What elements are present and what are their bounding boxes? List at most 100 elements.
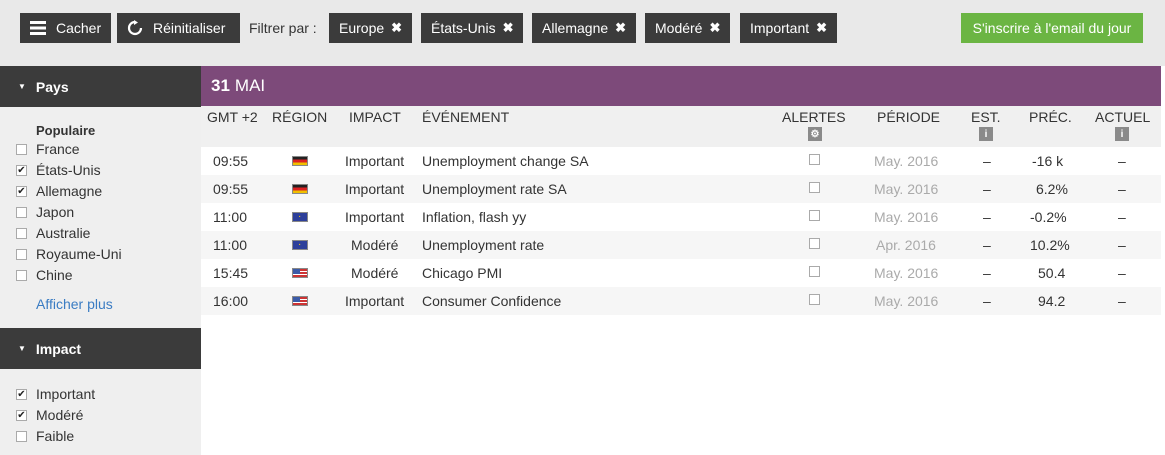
alert-checkbox[interactable]: [809, 238, 820, 249]
table-row[interactable]: 09:55 Important Unemployment change SA M…: [201, 147, 1161, 175]
row-period: May. 2016: [874, 209, 939, 225]
impact-label: Faible: [36, 428, 75, 444]
country-section-header[interactable]: ▼ Pays: [0, 66, 201, 107]
row-period: May. 2016: [874, 181, 939, 197]
row-event[interactable]: Inflation, flash yy: [422, 209, 527, 225]
alert-checkbox[interactable]: [809, 154, 820, 165]
gear-icon[interactable]: ⚙: [808, 127, 822, 141]
checkbox-checked[interactable]: ✔: [16, 409, 27, 421]
table-header: GMT +2 RÉGION IMPACT ÉVÉNEMENT ALERTES ⚙…: [201, 106, 1161, 147]
row-previous: -0.2%: [1030, 209, 1067, 225]
row-event[interactable]: Unemployment change SA: [422, 153, 589, 169]
impact-checkbox-modere[interactable]: ✔ Modéré: [16, 405, 83, 425]
row-estimate: –: [983, 265, 991, 281]
info-icon[interactable]: i: [979, 127, 993, 141]
filter-chip-important[interactable]: Important ✖: [740, 13, 838, 43]
date-header: 31 MAI: [201, 66, 1161, 106]
hide-button[interactable]: Cacher: [20, 13, 111, 43]
checkbox[interactable]: [16, 248, 27, 260]
country-checkbox-france[interactable]: France: [16, 139, 80, 159]
filter-label: Filtrer par :: [249, 20, 317, 36]
row-impact: Important: [345, 293, 405, 309]
checkbox[interactable]: [16, 227, 27, 239]
row-event[interactable]: Consumer Confidence: [422, 293, 562, 309]
row-period: May. 2016: [874, 153, 939, 169]
close-icon[interactable]: ✖: [816, 20, 828, 35]
info-icon[interactable]: i: [1115, 127, 1129, 141]
subscribe-email-button[interactable]: S'inscrire à l'email du jour: [961, 13, 1143, 43]
filter-chip-europe[interactable]: Europe ✖: [329, 13, 413, 43]
country-checkbox-japon[interactable]: Japon: [16, 202, 74, 222]
filter-chip-modere[interactable]: Modéré ✖: [645, 13, 731, 43]
impact-label: Modéré: [36, 407, 84, 423]
checkbox-checked[interactable]: ✔: [16, 388, 27, 400]
close-icon[interactable]: ✖: [709, 20, 721, 35]
column-region: RÉGION: [272, 109, 328, 125]
impact-checkbox-important[interactable]: ✔ Important: [16, 384, 95, 404]
filter-chip-allemagne[interactable]: Allemagne ✖: [532, 13, 637, 43]
filter-chip-label: Europe: [339, 20, 385, 36]
row-event[interactable]: Unemployment rate SA: [422, 181, 567, 197]
row-actual: –: [1118, 209, 1126, 225]
country-checkbox-australie[interactable]: Australie: [16, 223, 90, 243]
reset-button[interactable]: Réinitialiser: [117, 13, 240, 43]
filter-chip-label: Modéré: [655, 20, 703, 36]
caret-down-icon: ▼: [18, 344, 26, 353]
table-row[interactable]: 11:00 Modéré Unemployment rate Apr. 2016…: [201, 231, 1161, 259]
row-event[interactable]: Chicago PMI: [422, 265, 503, 281]
alert-checkbox[interactable]: [809, 266, 820, 277]
checkbox[interactable]: [16, 206, 27, 218]
country-checkbox-royaume-uni[interactable]: Royaume-Uni: [16, 244, 122, 264]
row-time: 15:45: [213, 265, 249, 281]
checkbox[interactable]: [16, 269, 27, 281]
germany-flag-icon: [292, 156, 308, 166]
country-checkbox-chine[interactable]: Chine: [16, 265, 73, 285]
row-impact: Important: [345, 209, 405, 225]
impact-section-header[interactable]: ▼ Impact: [0, 328, 201, 369]
column-period: PÉRIODE: [877, 109, 941, 125]
row-previous: 6.2%: [1036, 181, 1068, 197]
filter-sidebar: ▼ Pays Populaire France ✔ États-Unis ✔ A…: [0, 66, 201, 455]
table-row[interactable]: 15:45 Modéré Chicago PMI May. 2016 – 50.…: [201, 259, 1161, 287]
country-checkbox-allemagne[interactable]: ✔ Allemagne: [16, 181, 102, 201]
date-month: MAI: [234, 76, 266, 95]
row-time: 16:00: [213, 293, 249, 309]
us-flag-icon: [292, 296, 308, 306]
row-estimate: –: [983, 181, 991, 197]
table-row[interactable]: 09:55 Important Unemployment rate SA May…: [201, 175, 1161, 203]
row-actual: –: [1118, 181, 1126, 197]
row-estimate: –: [983, 209, 991, 225]
row-actual: –: [1118, 265, 1126, 281]
checkbox-checked[interactable]: ✔: [16, 164, 27, 176]
row-event[interactable]: Unemployment rate: [422, 237, 545, 253]
checkbox-checked[interactable]: ✔: [16, 185, 27, 197]
impact-section-title: Impact: [35, 340, 82, 357]
close-icon[interactable]: ✖: [391, 20, 403, 35]
row-previous: 50.4: [1038, 265, 1066, 281]
country-checkbox-etats-unis[interactable]: ✔ États-Unis: [16, 160, 101, 180]
impact-checkbox-faible[interactable]: Faible: [16, 426, 74, 446]
economic-calendar: 31 MAI GMT +2 RÉGION IMPACT ÉVÉNEMENT AL…: [201, 66, 1161, 315]
close-icon[interactable]: ✖: [615, 20, 627, 35]
row-actual: –: [1118, 153, 1126, 169]
table-row[interactable]: 16:00 Important Consumer Confidence May.…: [201, 287, 1161, 315]
filter-chip-etats-unis[interactable]: États-Unis ✖: [421, 13, 524, 43]
show-more-link[interactable]: Afficher plus: [36, 296, 113, 312]
country-label: États-Unis: [36, 162, 101, 178]
reset-button-label: Réinitialiser: [153, 20, 226, 36]
impact-label: Important: [36, 386, 96, 402]
alert-checkbox[interactable]: [809, 294, 820, 305]
date-day: 31: [211, 76, 230, 95]
eu-flag-icon: [292, 240, 308, 250]
column-previous: PRÉC.: [1029, 109, 1072, 125]
checkbox[interactable]: [16, 143, 27, 155]
row-actual: –: [1118, 237, 1126, 253]
eu-flag-icon: [292, 212, 308, 222]
alert-checkbox[interactable]: [809, 182, 820, 193]
alert-checkbox[interactable]: [809, 210, 820, 221]
checkbox[interactable]: [16, 430, 27, 442]
column-event: ÉVÉNEMENT: [422, 109, 510, 125]
close-icon[interactable]: ✖: [502, 20, 514, 35]
row-actual: –: [1118, 293, 1126, 309]
table-row[interactable]: 11:00 Important Inflation, flash yy May.…: [201, 203, 1161, 231]
